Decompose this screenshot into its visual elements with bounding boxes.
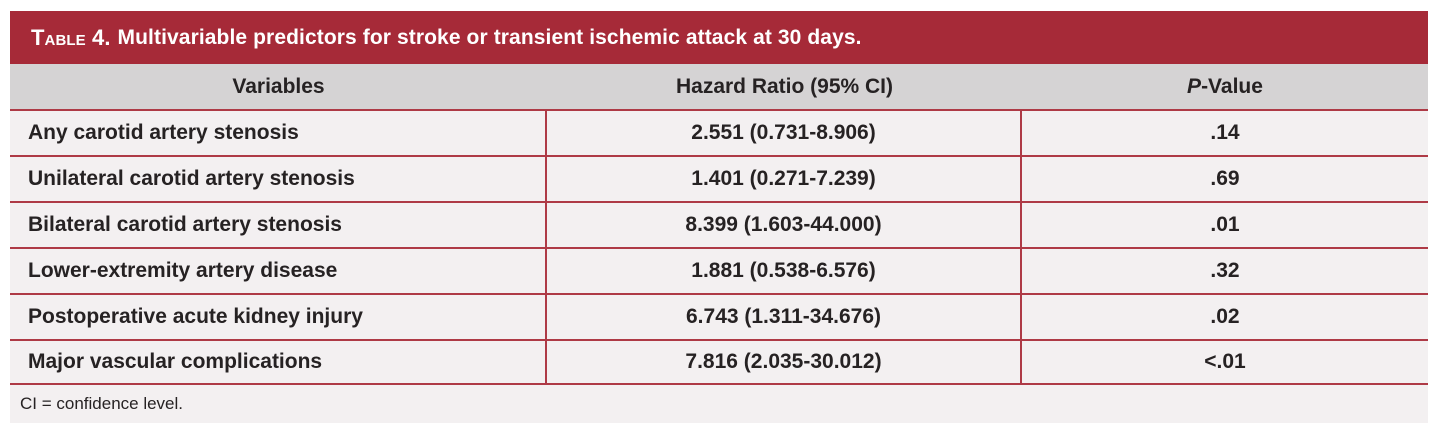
table-footnote: CI = confidence level. (10, 385, 1428, 423)
variable-cell: Unilateral carotid artery stenosis (10, 157, 547, 201)
table-title-bar: Table 4. Multivariable predictors for st… (10, 11, 1428, 64)
variable-cell: Bilateral carotid artery stenosis (10, 203, 547, 247)
table-row: Unilateral carotid artery stenosis 1.401… (10, 155, 1428, 201)
hazard-ratio-cell: 1.401 (0.271-7.239) (547, 157, 1022, 201)
variable-cell: Lower-extremity artery disease (10, 249, 547, 293)
variable-cell: Major vascular complications (10, 341, 547, 383)
column-header-hazard-ratio: Hazard Ratio (95% CI) (675, 74, 894, 98)
table-row: Postoperative acute kidney injury 6.743 … (10, 293, 1428, 339)
p-value-cell: .01 (1210, 213, 1240, 236)
variable-cell: Postoperative acute kidney injury (10, 295, 547, 339)
p-value-rest: -Value (1201, 74, 1263, 98)
table-row: Any carotid artery stenosis 2.551 (0.731… (10, 109, 1428, 155)
hazard-ratio-cell: 8.399 (1.603-44.000) (547, 203, 1022, 247)
p-value-cell: <.01 (1204, 350, 1246, 373)
p-value-italic-p: P (1187, 74, 1202, 98)
table-row: Lower-extremity artery disease 1.881 (0.… (10, 247, 1428, 293)
variable-cell: Any carotid artery stenosis (10, 111, 547, 155)
hazard-ratio-cell: 1.881 (0.538-6.576) (547, 249, 1022, 293)
p-value-cell: .32 (1210, 259, 1240, 282)
column-header-variables: Variables (232, 74, 325, 98)
p-value-cell: .02 (1210, 305, 1240, 328)
table-title: Multivariable predictors for stroke or t… (117, 25, 862, 49)
column-header-p-value: P -Value (1022, 64, 1428, 109)
table-row: Bilateral carotid artery stenosis 8.399 … (10, 201, 1428, 247)
hazard-ratio-cell: 7.816 (2.035-30.012) (547, 341, 1022, 383)
p-value-cell: .14 (1210, 121, 1240, 144)
predictors-table: Table 4. Multivariable predictors for st… (10, 11, 1428, 423)
table-number-label: Table 4. (31, 24, 111, 50)
hazard-ratio-cell: 6.743 (1.311-34.676) (547, 295, 1022, 339)
hazard-ratio-cell: 2.551 (0.731-8.906) (547, 111, 1022, 155)
table-row: Major vascular complications 7.816 (2.03… (10, 339, 1428, 385)
p-value-cell: .69 (1210, 167, 1240, 190)
table-header-row: Variables Hazard Ratio (95% CI) P -Value (10, 64, 1428, 109)
table-body: Any carotid artery stenosis 2.551 (0.731… (10, 109, 1428, 385)
